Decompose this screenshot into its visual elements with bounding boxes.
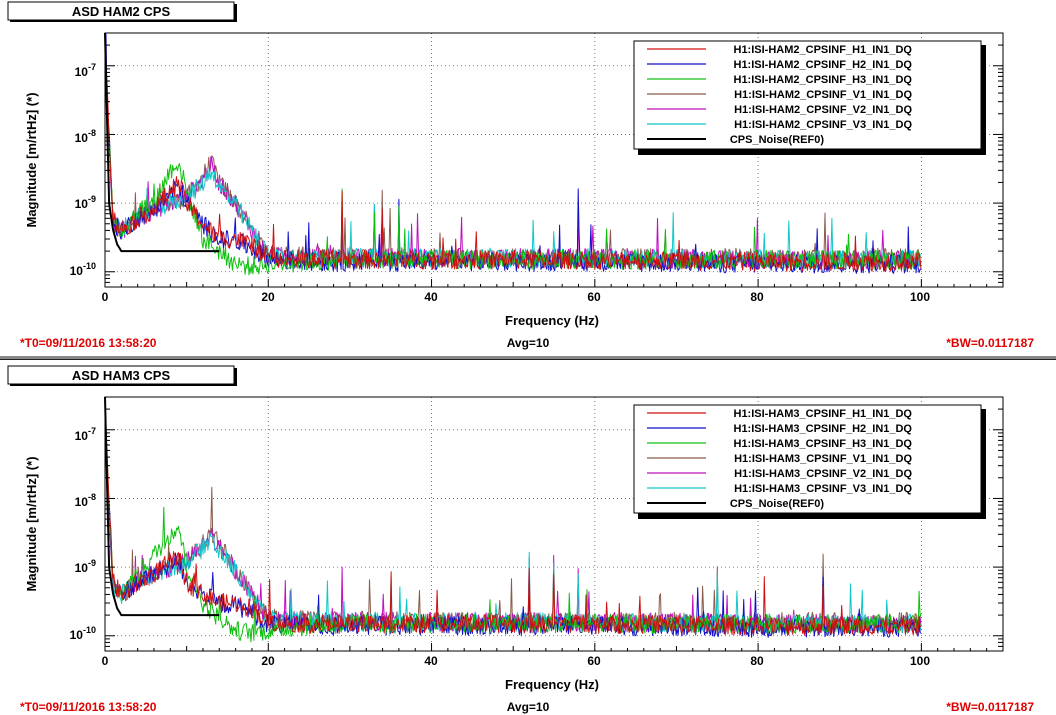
- legend-entry: H1:ISI-HAM2_CPSINF_V2_IN1_DQ: [734, 104, 912, 116]
- y-tick-labels: 10-7 10-8 10-9 10-10: [70, 426, 96, 642]
- axis-ticks: [104, 32, 1004, 288]
- avg-label: Avg=10: [507, 336, 550, 350]
- series-line: [104, 396, 220, 617]
- legend: H1:ISI-HAM2_CPSINF_H1_IN1_DQ H1:ISI-HAM2…: [633, 40, 986, 155]
- legend-entry: H1:ISI-HAM3_CPSINF_H2_IN1_DQ: [734, 423, 913, 435]
- avg-label: Avg=10: [507, 700, 550, 714]
- x-axis-label: Frequency (Hz): [505, 677, 599, 692]
- legend-entry: H1:ISI-HAM3_CPSINF_V3_IN1_DQ: [734, 483, 912, 495]
- title-box-shadow: [10, 20, 237, 22]
- y-tick-label: 10-9: [75, 194, 96, 211]
- x-tick-label: 60: [587, 654, 601, 668]
- x-tick-label: 80: [750, 290, 764, 304]
- legend-entry: H1:ISI-HAM3_CPSINF_V1_IN1_DQ: [734, 453, 912, 465]
- y-tick-label: 10-9: [75, 558, 96, 575]
- x-tick-label: 0: [102, 654, 109, 668]
- legend-entry: H1:ISI-HAM3_CPSINF_H1_IN1_DQ: [734, 408, 913, 420]
- legend-entry: CPS_Noise(REF0): [730, 134, 824, 146]
- y-tick-label: 10-7: [75, 426, 96, 443]
- x-tick-label: 40: [424, 290, 438, 304]
- legend-box: [633, 40, 982, 150]
- panel-ham2: ASD HAM2 CPS 0 20 40 60 80 100 10-7 10-8…: [7, 1, 1034, 350]
- y-tick-label: 10-8: [75, 492, 96, 509]
- t0-label: *T0=09/11/2016 13:58:20: [20, 700, 157, 714]
- series-line: [104, 406, 921, 636]
- legend-box: [633, 404, 982, 514]
- x-tick-label: 20: [261, 290, 275, 304]
- chart-title: ASD HAM3 CPS: [72, 368, 171, 383]
- y-tick-label: 10-8: [75, 128, 96, 145]
- t0-label: *T0=09/11/2016 13:58:20: [20, 336, 157, 350]
- y-tick-label: 10-10: [70, 261, 96, 278]
- series-line: [104, 32, 220, 253]
- x-axis-label: Frequency (Hz): [505, 313, 599, 328]
- legend: H1:ISI-HAM3_CPSINF_H1_IN1_DQ H1:ISI-HAM3…: [633, 404, 986, 519]
- x-tick-label: 20: [261, 654, 275, 668]
- x-tick-label: 0: [102, 290, 109, 304]
- title-box-shadow: [234, 4, 237, 22]
- x-tick-label: 80: [750, 654, 764, 668]
- x-tick-label: 60: [587, 290, 601, 304]
- plot-frame: [104, 32, 1004, 288]
- y-axis-label: Magnitude [m/rtHz] (*): [24, 456, 39, 591]
- legend-entry: H1:ISI-HAM2_CPSINF_H3_IN1_DQ: [734, 74, 913, 86]
- x-tick-labels: 0 20 40 60 80 100: [102, 290, 931, 304]
- x-tick-labels: 0 20 40 60 80 100: [102, 654, 931, 668]
- axis-ticks: [104, 396, 1004, 652]
- x-tick-label: 100: [910, 290, 930, 304]
- panel-divider-edge: [0, 359, 1056, 360]
- bw-label: *BW=0.0117187: [946, 336, 1034, 350]
- y-axis-label: Magnitude [m/rtHz] (*): [24, 92, 39, 227]
- series-line: [104, 32, 922, 272]
- chart-title: ASD HAM2 CPS: [72, 4, 171, 19]
- series-traces: [104, 396, 922, 643]
- plot-frame: [104, 396, 1004, 652]
- legend-entry: CPS_Noise(REF0): [730, 498, 824, 510]
- bw-label: *BW=0.0117187: [946, 700, 1034, 714]
- y-tick-label: 10-7: [75, 62, 96, 79]
- title-box-shadow: [234, 368, 237, 386]
- y-tick-labels: 10-7 10-8 10-9 10-10: [70, 62, 96, 278]
- x-tick-label: 40: [424, 654, 438, 668]
- legend-entry: H1:ISI-HAM2_CPSINF_V1_IN1_DQ: [734, 89, 912, 101]
- panel-ham3: ASD HAM3 CPS 0 20 40 60 80 100 10-7 10-8…: [7, 365, 1034, 714]
- title-box-shadow: [10, 384, 237, 386]
- legend-entry: H1:ISI-HAM3_CPSINF_V2_IN1_DQ: [734, 468, 912, 480]
- panel-divider: [0, 356, 1056, 359]
- legend-entry: H1:ISI-HAM2_CPSINF_H1_IN1_DQ: [734, 44, 913, 56]
- x-tick-label: 100: [910, 654, 930, 668]
- y-tick-label: 10-10: [70, 625, 96, 642]
- legend-entry: H1:ISI-HAM3_CPSINF_H3_IN1_DQ: [734, 438, 913, 450]
- series-traces: [104, 32, 922, 276]
- legend-entry: H1:ISI-HAM2_CPSINF_H2_IN1_DQ: [734, 59, 913, 71]
- legend-entry: H1:ISI-HAM2_CPSINF_V3_IN1_DQ: [734, 119, 912, 131]
